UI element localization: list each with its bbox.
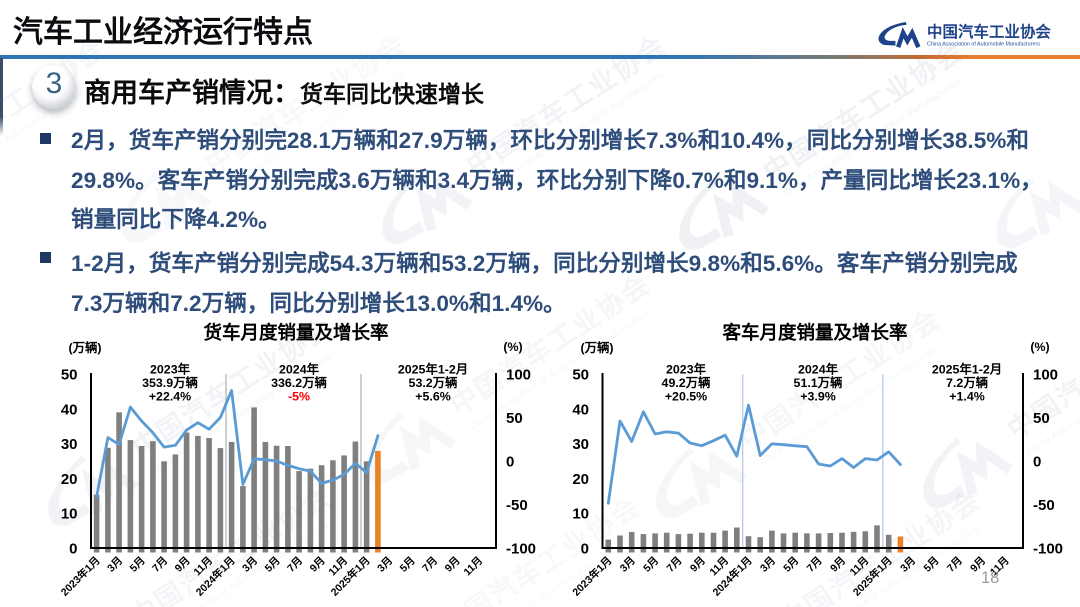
svg-text:5月: 5月: [781, 555, 801, 575]
svg-text:40: 40: [61, 401, 78, 418]
svg-text:3月: 3月: [618, 555, 638, 575]
svg-text:5月: 5月: [263, 555, 283, 575]
svg-text:+3.9%: +3.9%: [800, 390, 835, 404]
svg-text:9月: 9月: [173, 555, 193, 575]
svg-text:-100: -100: [506, 541, 536, 558]
svg-text:-50: -50: [506, 497, 528, 514]
svg-text:20: 20: [572, 471, 589, 488]
svg-text:9月: 9月: [308, 555, 328, 575]
svg-text:2023年: 2023年: [666, 362, 707, 377]
svg-text:7月: 7月: [664, 555, 684, 575]
svg-text:7月: 7月: [945, 555, 965, 575]
svg-text:5月: 5月: [641, 555, 661, 575]
svg-text:+5.6%: +5.6%: [415, 390, 450, 404]
svg-text:(%): (%): [1030, 340, 1049, 354]
svg-text:0: 0: [69, 541, 77, 558]
svg-text:49.2万辆: 49.2万辆: [662, 375, 712, 390]
svg-text:2025年1-2月: 2025年1-2月: [932, 362, 1002, 377]
svg-text:50: 50: [572, 367, 589, 384]
svg-text:(%): (%): [503, 340, 522, 354]
svg-text:100: 100: [1033, 367, 1058, 384]
svg-text:40: 40: [572, 401, 589, 418]
svg-text:-5%: -5%: [288, 390, 310, 404]
svg-text:货车月度销量及增长率: 货车月度销量及增长率: [203, 322, 388, 343]
svg-text:9月: 9月: [828, 555, 848, 575]
svg-text:2024年: 2024年: [798, 362, 839, 377]
svg-text:3月: 3月: [375, 555, 395, 575]
svg-text:-100: -100: [1033, 541, 1063, 558]
svg-text:+20.5%: +20.5%: [665, 390, 707, 404]
svg-text:5月: 5月: [921, 555, 941, 575]
svg-text:10: 10: [572, 506, 589, 523]
svg-text:7月: 7月: [285, 555, 305, 575]
svg-text:3月: 3月: [898, 555, 918, 575]
svg-text:30: 30: [61, 436, 78, 453]
svg-text:7月: 7月: [805, 555, 825, 575]
svg-text:3月: 3月: [758, 555, 778, 575]
svg-text:5月: 5月: [128, 555, 148, 575]
svg-text:+1.4%: +1.4%: [949, 390, 984, 404]
svg-text:11月: 11月: [461, 555, 485, 579]
svg-text:7月: 7月: [150, 555, 170, 575]
svg-text:3月: 3月: [105, 555, 125, 575]
svg-text:0: 0: [1033, 454, 1041, 471]
svg-text:5月: 5月: [398, 555, 418, 575]
svg-text:0: 0: [581, 541, 589, 558]
svg-text:0: 0: [506, 454, 514, 471]
svg-text:(万辆): (万辆): [68, 340, 101, 355]
svg-text:7月: 7月: [420, 555, 440, 575]
svg-text:51.1万辆: 51.1万辆: [794, 375, 844, 390]
svg-text:50: 50: [506, 410, 523, 427]
svg-text:2023年: 2023年: [150, 362, 191, 377]
svg-text:2024年: 2024年: [279, 362, 320, 377]
svg-text:100: 100: [506, 367, 531, 384]
svg-text:China Association of Automobil: China Association of Automobile Manufact…: [927, 42, 1040, 48]
svg-text:2023年1月: 2023年1月: [570, 554, 615, 599]
svg-text:2025年1-2月: 2025年1-2月: [398, 362, 468, 377]
svg-text:336.2万辆: 336.2万辆: [271, 375, 327, 390]
svg-text:9月: 9月: [443, 555, 463, 575]
svg-text:20: 20: [61, 471, 78, 488]
svg-text:9月: 9月: [688, 555, 708, 575]
svg-text:10: 10: [61, 506, 78, 523]
svg-text:2023年1月: 2023年1月: [58, 554, 103, 599]
svg-text:3月: 3月: [240, 555, 260, 575]
svg-text:50: 50: [61, 367, 78, 384]
svg-text:50: 50: [1033, 410, 1050, 427]
svg-text:53.2万辆: 53.2万辆: [409, 375, 459, 390]
svg-text:7.2万辆: 7.2万辆: [946, 375, 989, 390]
svg-text:中国汽车工业协会: 中国汽车工业协会: [927, 22, 1051, 41]
svg-text:+22.4%: +22.4%: [149, 390, 191, 404]
svg-text:353.9万辆: 353.9万辆: [142, 375, 198, 390]
svg-text:客车月度销量及增长率: 客车月度销量及增长率: [722, 322, 907, 343]
svg-text:-50: -50: [1033, 497, 1055, 514]
svg-text:30: 30: [572, 436, 589, 453]
svg-text:(万辆): (万辆): [580, 340, 613, 355]
